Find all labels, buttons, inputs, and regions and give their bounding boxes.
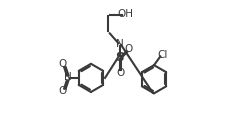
Text: OH: OH (117, 9, 133, 19)
Text: S: S (116, 51, 124, 64)
Text: N: N (63, 72, 71, 82)
Text: N: N (116, 39, 124, 49)
Text: O: O (59, 86, 67, 96)
Text: O: O (117, 68, 125, 78)
Text: O: O (124, 44, 133, 54)
Text: Cl: Cl (158, 50, 168, 60)
Text: O: O (59, 59, 67, 69)
